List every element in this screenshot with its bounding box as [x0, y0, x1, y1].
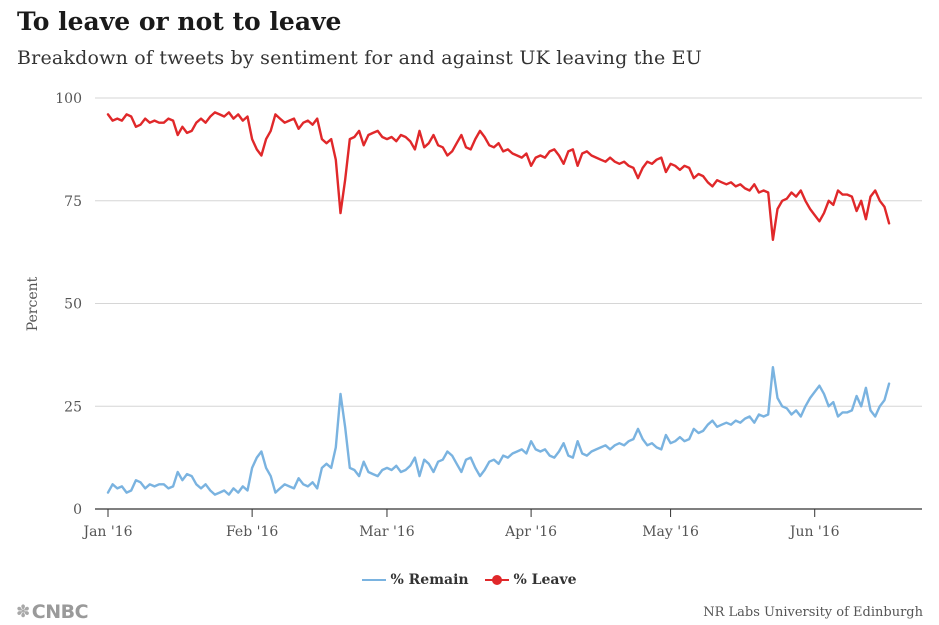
series-lines: [106, 111, 891, 496]
source-credit: NR Labs University of Edinburgh: [703, 605, 923, 620]
y-tick-label: 50: [64, 297, 82, 313]
chart-title: To leave or not to leave: [17, 7, 342, 36]
remain-series-line[interactable]: [106, 366, 891, 496]
legend-item-leave[interactable]: % Leave: [485, 572, 577, 588]
x-tick-label: Mar '16: [359, 524, 415, 540]
x-axis: Jan '16 Feb '16 Mar '16 Apr '16 May '16 Jun '…: [81, 509, 840, 540]
line-chart: 0 25 50 75 100 Jan '16 Feb '16 Mar '16 Apr '16 M…: [25, 91, 922, 540]
x-tick-label: May '16: [642, 524, 699, 540]
leave-series-line[interactable]: [106, 111, 891, 241]
logo-text: CNBC: [31, 601, 89, 623]
x-tick-label: Apr '16: [504, 524, 557, 540]
peacock-icon: ✽: [16, 602, 30, 622]
legend-label-leave: % Leave: [513, 572, 577, 588]
y-tick-label: 100: [55, 91, 82, 107]
y-tick-label: 25: [64, 399, 82, 415]
y-tick-label: 0: [73, 502, 82, 518]
y-axis-title: Percent: [25, 276, 41, 331]
leave-dot-swatch-icon: [485, 573, 510, 587]
x-tick-label: Jun '16: [788, 524, 840, 540]
legend-item-remain[interactable]: % Remain: [362, 572, 469, 588]
legend-label-remain: % Remain: [390, 572, 469, 588]
chart-subtitle: Breakdown of tweets by sentiment for and…: [17, 47, 702, 69]
x-tick-label: Jan '16: [81, 524, 132, 540]
legend: % Remain % Leave: [0, 572, 939, 588]
remain-line-swatch-icon: [362, 573, 387, 587]
cnbc-logo: ✽ CNBC: [16, 601, 89, 623]
x-tick-label: Feb '16: [226, 524, 278, 540]
gridlines: [95, 97, 922, 510]
y-tick-label: 75: [64, 194, 82, 210]
y-tick-labels: 0 25 50 75 100: [55, 91, 82, 518]
